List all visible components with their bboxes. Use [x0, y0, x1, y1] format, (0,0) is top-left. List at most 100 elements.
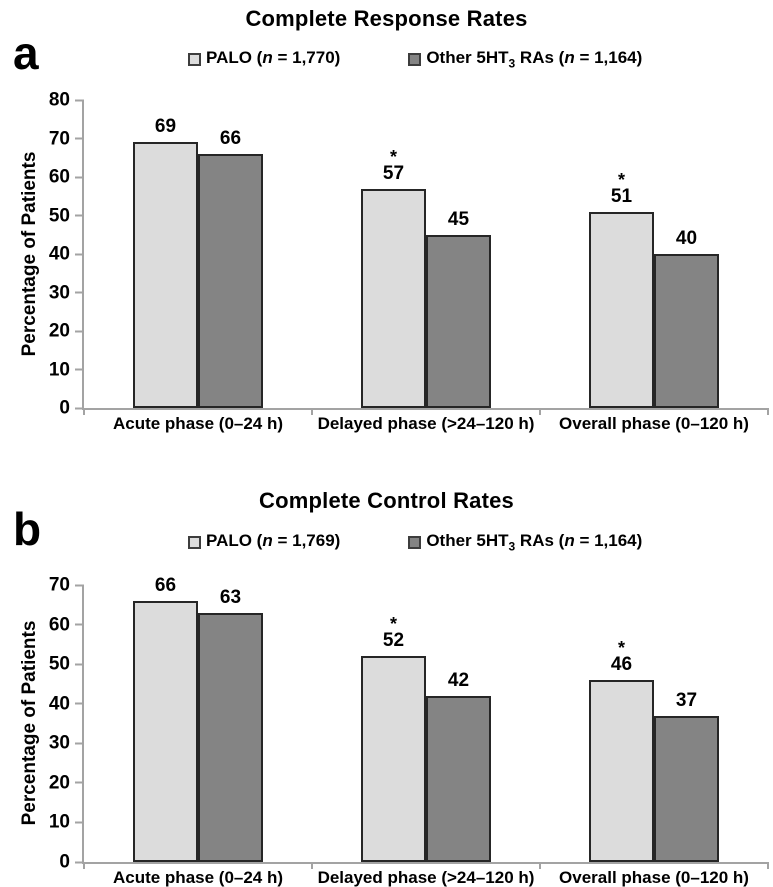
bar-value: 57: [382, 162, 405, 184]
legend-item-palo: PALO (n = 1,770): [188, 48, 340, 70]
bar-group: 69 66: [84, 100, 312, 408]
y-axis-tick: 40: [49, 694, 84, 713]
y-axis-tick: 0: [59, 399, 84, 418]
x-axis-tick: [83, 862, 85, 869]
bar-group: * 46 37: [540, 585, 768, 862]
y-axis-tick: 40: [49, 245, 84, 264]
y-tick-mark: [75, 407, 84, 409]
panel-b-y-axis-title: Percentage of Patients: [19, 620, 40, 826]
panel-b-plot-area: 0 10 20 30 40 50 60 70 66 63 * 52 42 * 46 37 Acute phase…: [49, 575, 769, 886]
bar-value: 52: [382, 630, 405, 652]
x-axis-label: Delayed phase (>24–120 h): [317, 868, 535, 887]
y-tick-label: 40: [48, 243, 70, 265]
other-5ht3-ras-swatch-icon: [408, 535, 422, 549]
panel-a-letter: a: [13, 27, 39, 79]
bar: [133, 142, 198, 408]
x-axis-tick: [767, 408, 769, 415]
x-axis-tick: [83, 408, 85, 415]
y-tick-label: 10: [48, 811, 70, 833]
bar-group: * 57 45: [312, 100, 540, 408]
bar-value: 51: [610, 185, 633, 207]
legend-item-other-5ht3-ras: Other 5HT3 RAs (n = 1,164): [408, 531, 642, 553]
bar-value-label: * 46: [610, 639, 633, 676]
y-axis-tick: 70: [49, 576, 84, 595]
y-tick-label: 70: [48, 128, 70, 149]
bar-with-label: 66: [133, 575, 198, 862]
bar-value: 46: [610, 654, 633, 676]
y-tick-label: 80: [48, 89, 70, 111]
y-tick-label: 60: [48, 614, 70, 636]
panel-a-y-axis-title: Percentage of Patients: [19, 151, 40, 357]
legend-item-palo: PALO (n = 1,769): [188, 531, 340, 553]
bar-value: 63: [219, 586, 242, 608]
x-axis-tick: [538, 862, 541, 869]
y-axis-tick: 80: [49, 91, 84, 110]
bar-value: 42: [447, 669, 470, 691]
y-tick-label: 20: [48, 772, 70, 794]
y-axis-tick: 0: [59, 853, 84, 872]
y-axis-tick: 10: [49, 360, 84, 379]
bar-with-label: * 57: [361, 148, 426, 408]
y-tick-mark: [75, 253, 84, 255]
bar-value-label: 42: [447, 669, 470, 692]
bar: [426, 234, 491, 408]
panel-b-title: Complete Control Rates: [259, 488, 514, 513]
bar-group: * 52 42: [312, 585, 540, 862]
other-5ht3-ras-swatch-icon: [408, 52, 422, 66]
bar-with-label: * 51: [589, 171, 654, 408]
x-axis-label: Acute phase (0–24 h): [112, 414, 284, 433]
bar: [361, 656, 426, 862]
x-axis-label: Overall phase (0–120 h): [559, 868, 749, 887]
bar: [654, 254, 719, 408]
y-tick-label: 0: [59, 397, 70, 419]
legend-label: Other 5HT3 RAs (n = 1,164): [426, 48, 643, 71]
bar-groups: 69 66 * 57 45 * 51 40: [84, 100, 768, 408]
y-axis-tick: 30: [49, 734, 84, 753]
bar: [589, 679, 654, 862]
y-tick-mark: [75, 137, 84, 140]
bar-with-label: 69: [133, 117, 198, 408]
x-axis-label: Overall phase (0–120 h): [559, 414, 749, 433]
y-axis-tick: 60: [49, 168, 84, 187]
y-tick-label: 30: [48, 282, 70, 303]
bar-value: 37: [675, 689, 698, 711]
x-axis-label: Acute phase (0–24 h): [112, 868, 284, 887]
bar-value-label: * 57: [382, 148, 405, 185]
bar: [589, 211, 654, 408]
bar-with-label: 63: [198, 586, 263, 862]
bar-with-label: 40: [654, 228, 719, 408]
y-tick-mark: [75, 368, 84, 371]
bar-with-label: * 46: [589, 639, 654, 862]
y-axis-tick: 50: [49, 655, 84, 674]
bar-value-label: 63: [219, 586, 242, 609]
bar-value-label: 66: [220, 128, 241, 150]
significance-asterisk: *: [389, 614, 397, 635]
y-axis-tick: 70: [49, 129, 84, 148]
bar-value: 40: [675, 228, 698, 250]
x-axis-tick: [538, 408, 541, 415]
bar: [426, 695, 491, 862]
y-tick-label: 30: [48, 732, 70, 754]
y-tick-label: 50: [48, 205, 70, 226]
y-axis-tick: 50: [49, 206, 84, 225]
y-tick-mark: [75, 781, 84, 784]
y-tick-mark: [75, 623, 84, 626]
bar-value-label: * 52: [382, 614, 405, 652]
y-tick-label: 10: [48, 359, 70, 380]
palo-swatch-icon: [188, 52, 201, 66]
bar: [361, 188, 426, 408]
y-tick-mark: [75, 742, 84, 745]
y-tick-mark: [75, 663, 84, 666]
x-axis-tick: [310, 862, 313, 869]
panel-b-legend: PALO (n = 1,769) Other 5HT3 RAs (n = 1,1…: [188, 531, 642, 553]
y-tick-mark: [75, 584, 84, 586]
bar-with-label: * 52: [361, 614, 426, 862]
y-tick-mark: [75, 821, 84, 824]
bar-value-label: 69: [155, 117, 176, 138]
bar-value-label: 45: [448, 209, 469, 231]
y-tick-label: 20: [48, 320, 70, 342]
y-tick-mark: [75, 176, 84, 178]
y-tick-label: 70: [48, 574, 70, 596]
bar-groups: 66 63 * 52 42 * 46 37: [84, 575, 768, 862]
